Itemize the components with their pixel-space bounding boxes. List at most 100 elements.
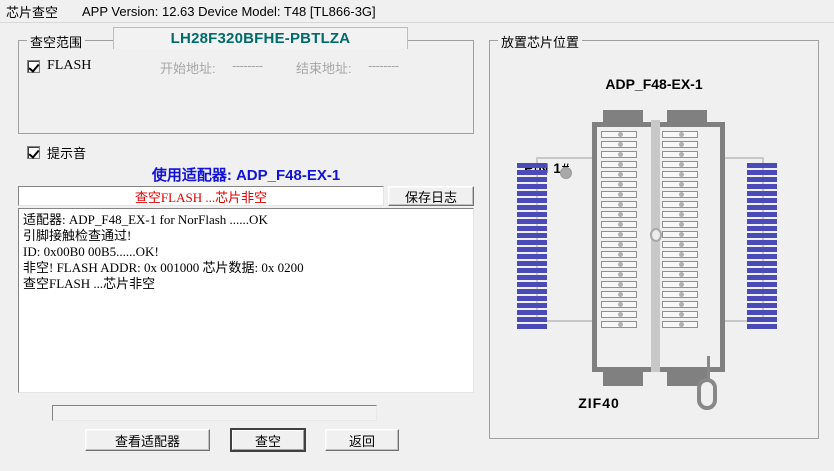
socket-pin-slot (662, 191, 698, 198)
chip-pin (517, 184, 547, 189)
flash-checkbox-label: FLASH (47, 58, 92, 73)
progress-bar (52, 405, 377, 421)
status-field: 查空FLASH ...芯片非空 (18, 186, 384, 206)
socket-pin-slot (662, 201, 698, 208)
socket-pin-slot (601, 191, 637, 198)
chip-pin (517, 254, 547, 259)
flash-checkbox[interactable]: FLASH (27, 58, 91, 74)
chip-pin (517, 205, 547, 210)
chip-pin (517, 170, 547, 175)
socket-pin-slot (662, 241, 698, 248)
chip-pin (517, 261, 547, 266)
chip-pin (747, 275, 777, 280)
socket-pin-slot (662, 211, 698, 218)
socket-top-tab-right (667, 110, 707, 124)
pin1-marker-icon (560, 167, 572, 179)
beep-checkbox[interactable]: 提示音 (27, 143, 86, 162)
log-output[interactable]: 适配器: ADP_F48_EX-1 for NorFlash ......OK … (18, 208, 474, 393)
blank-check-range-title: 查空范围 (27, 32, 86, 51)
chip-pin (517, 198, 547, 203)
chip-pin (517, 282, 547, 287)
blank-check-button[interactable]: 查空 (230, 428, 306, 452)
socket-pin-slot (601, 181, 637, 188)
socket-center-rail (651, 120, 660, 372)
chip-pin (747, 289, 777, 294)
socket-pin-slot (662, 311, 698, 318)
chip-pin (517, 177, 547, 182)
chip-pin (517, 317, 547, 322)
log-line: 适配器: ADP_F48_EX-1 for NorFlash ......OK (23, 212, 268, 227)
socket-pin-slot (662, 161, 698, 168)
chip-outline-left-bottom (528, 320, 618, 322)
window-title: 芯片查空 (6, 4, 59, 20)
chip-name-tab: LH28F320BFHE-PBTLZA (113, 27, 408, 49)
log-line: 非空! FLASH ADDR: 0x 001000 芯片数据: 0x 0200 (23, 260, 304, 275)
flash-checkbox-box[interactable] (27, 59, 40, 73)
socket-pin-slot (662, 281, 698, 288)
chip-name-label: LH28F320BFHE-PBTLZA (170, 30, 351, 47)
socket-pin-slot (601, 221, 637, 228)
zif-lever-handle[interactable] (697, 378, 717, 410)
socket-pin-slot (601, 301, 637, 308)
beep-checkbox-box[interactable] (27, 146, 40, 159)
socket-pin-slot (601, 211, 637, 218)
chip-pin (747, 184, 777, 189)
chip-pin (747, 310, 777, 315)
chip-pins-right (747, 163, 777, 329)
socket-pin-slot (662, 141, 698, 148)
chip-pin (747, 317, 777, 322)
status-text: 查空FLASH ...芯片非空 (134, 189, 268, 205)
chip-pin (747, 163, 777, 168)
socket-pin-slot (601, 281, 637, 288)
log-line: 引脚接触检查通过! (23, 228, 132, 243)
view-adapter-button-label: 查看适配器 (114, 433, 180, 449)
view-adapter-button[interactable]: 查看适配器 (85, 429, 210, 451)
chip-outline-right-vertical (762, 157, 764, 322)
chip-pin (747, 303, 777, 308)
socket-pin-slot (662, 181, 698, 188)
socket-pin-slot (601, 131, 637, 138)
app-version-text: APP Version: 12.63 Device Model: T48 [TL… (82, 3, 376, 19)
return-button[interactable]: 返回 (325, 429, 399, 451)
chip-pin (747, 233, 777, 238)
chip-pin (517, 240, 547, 245)
chip-pin (517, 310, 547, 315)
chip-pin (747, 212, 777, 217)
chip-pin (747, 191, 777, 196)
chip-placement-title: 放置芯片位置 (498, 32, 583, 51)
chip-pin (517, 212, 547, 217)
socket-pin-slot (662, 321, 698, 328)
socket-pin-slot (601, 311, 637, 318)
chip-pin (747, 254, 777, 259)
chip-pin (517, 289, 547, 294)
socket-pin-slot (662, 221, 698, 228)
socket-pin-slot (662, 261, 698, 268)
log-line: 查空FLASH ...芯片非空 (23, 276, 156, 291)
chip-outline-right-top (700, 157, 764, 159)
socket-center-hole-icon (650, 228, 662, 242)
socket-pin-slot (662, 271, 698, 278)
chip-pin (517, 247, 547, 252)
blank-check-range-group: 查空范围 (18, 32, 474, 134)
socket-bottom-tab-left (603, 370, 643, 386)
socket-pin-slot (601, 241, 637, 248)
socket-pin-slot (601, 171, 637, 178)
socket-pin-slot (662, 231, 698, 238)
end-address-value: -------- (368, 58, 399, 73)
end-address-label: 结束地址: (296, 61, 352, 76)
chip-outline-left-top (536, 157, 616, 159)
chip-pin (747, 226, 777, 231)
socket-pin-slot (601, 261, 637, 268)
adapter-headline: 使用适配器: ADP_F48-EX-1 (151, 167, 341, 184)
socket-pin-slot (601, 161, 637, 168)
socket-pin-slot (601, 251, 637, 258)
chip-pin (517, 303, 547, 308)
socket-pin-slot (601, 291, 637, 298)
window-titlebar: 芯片查空 APP Version: 12.63 Device Model: T4… (0, 0, 834, 23)
socket-pin-slot (601, 321, 637, 328)
zif-lever-arm[interactable] (707, 356, 710, 382)
chip-pin (747, 205, 777, 210)
save-log-button[interactable]: 保存日志 (388, 186, 474, 206)
chip-pin (747, 177, 777, 182)
socket-pin-slot (601, 231, 637, 238)
